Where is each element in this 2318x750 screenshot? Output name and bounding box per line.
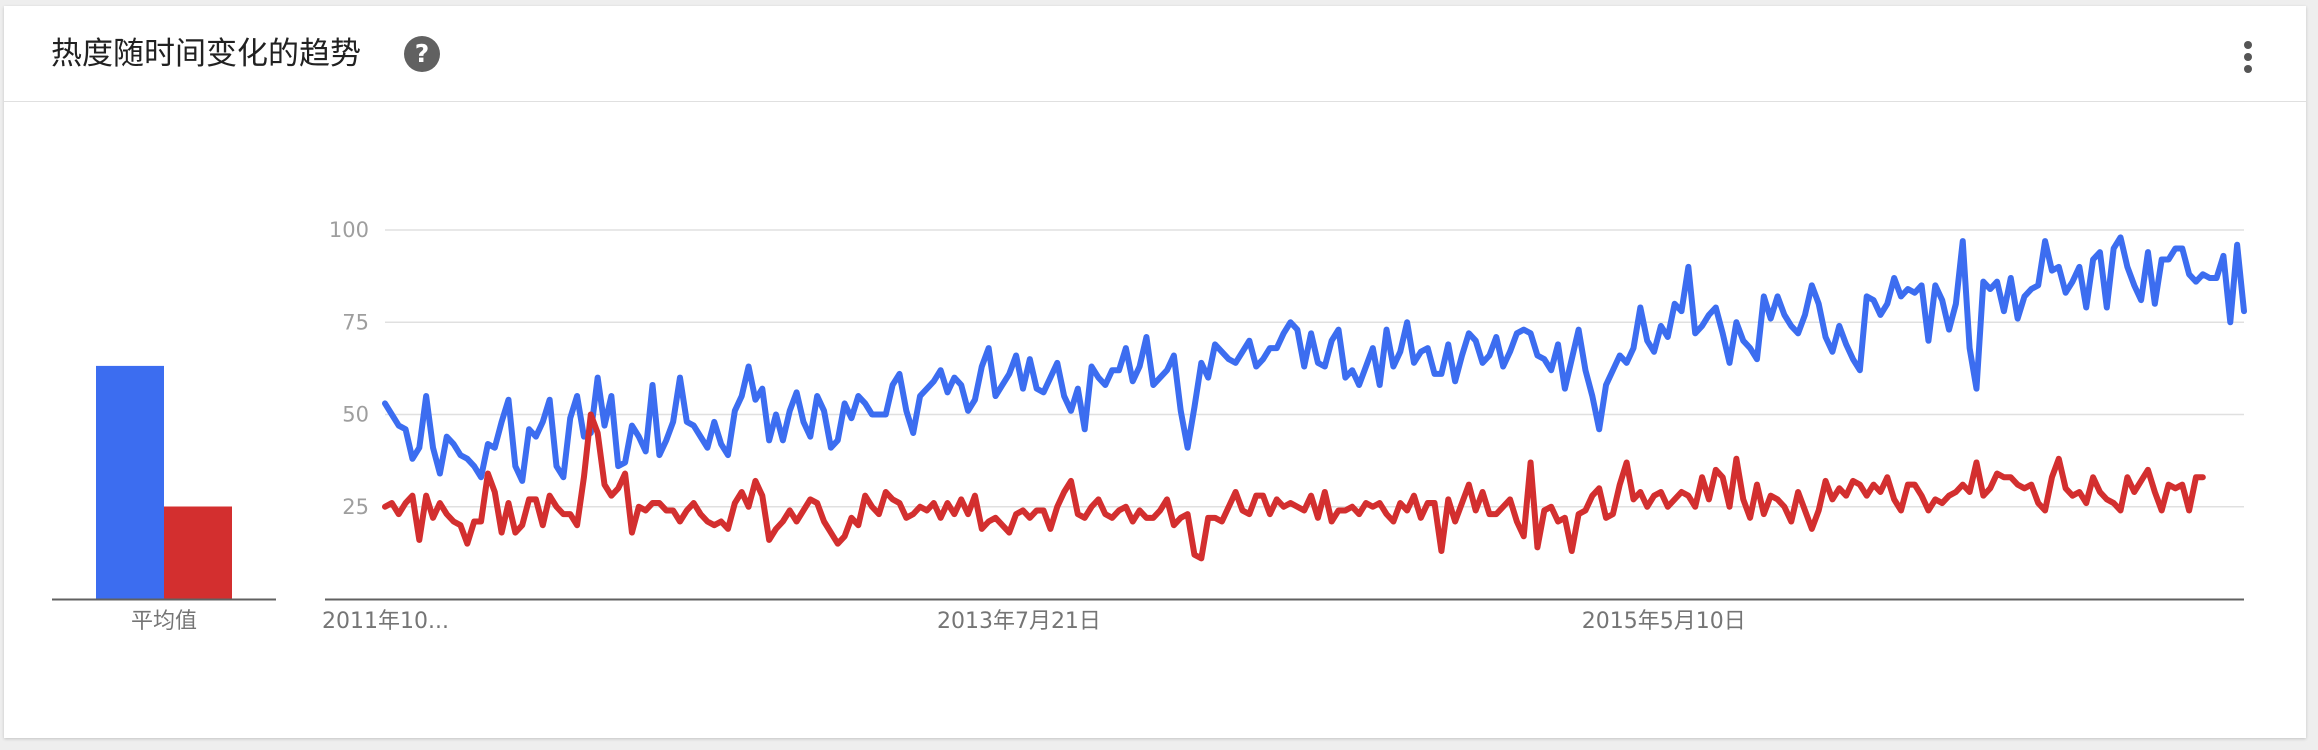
card-title: 热度随时间变化的趋势 [51,36,361,72]
line-chart-ticks: 25 50 75 100 2011年10... 2013年7月21日 2015年5月10日 [322,218,1746,634]
average-bar-chart: 平均值 [52,365,276,634]
y-tick-label-25: 25 [342,495,369,519]
x-tick-label-3: 2015年5月10日 [1582,609,1746,634]
y-tick-label-100: 100 [329,218,369,242]
average-bar-2 [164,506,232,599]
series-line-2 [382,411,2206,562]
series-line-1 [382,234,2247,484]
trend-card: 热度随时间变化的趋势 ? [4,6,2306,738]
x-tick-label-1: 2011年10... [322,609,449,634]
x-tick-label-2: 2013年7月21日 [937,609,1101,634]
line-chart-series [382,234,2247,562]
card-header: 热度随时间变化的趋势 ? [4,6,2306,102]
average-bar-1 [96,365,164,599]
more-vertical-icon[interactable] [2238,36,2258,76]
y-tick-label-50: 50 [342,403,369,427]
y-tick-label-75: 75 [342,310,369,334]
bar-category-label: 平均值 [131,609,197,634]
help-circle-icon[interactable]: ? [404,36,440,72]
